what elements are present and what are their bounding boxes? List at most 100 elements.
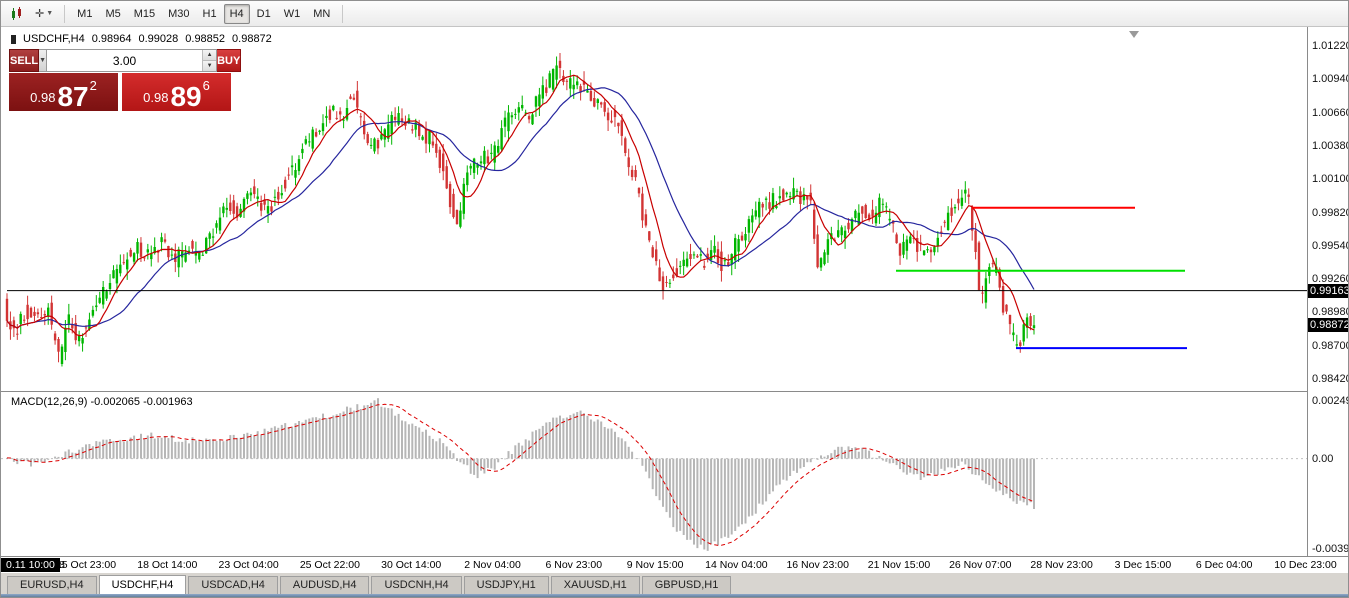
candle-body [383,129,386,140]
chart-shift-marker[interactable] [1129,31,1139,38]
candle-body [462,183,465,214]
candle-body [940,231,943,234]
timeframe-button-h4[interactable]: H4 [223,3,250,24]
candle-body [503,117,507,127]
price-axis-label: 1.00940 [1312,73,1349,86]
candle-body [850,219,854,232]
candle-body [551,69,555,90]
candle-body [661,276,665,291]
candle-body [953,207,957,209]
candle-body [445,166,448,189]
candle-body [184,252,187,262]
candle-body [232,200,235,214]
candle-body [861,206,864,214]
ma-slow-line[interactable] [6,87,1035,329]
candle-body [946,212,950,230]
chart-low-value: 0.98852 [185,33,226,45]
timeframe-button-w1[interactable]: W1 [283,7,301,20]
order-options-dropdown[interactable]: ▼ [39,49,48,72]
time-axis-label: 25 Oct 22:00 [299,559,360,571]
candle-body [960,197,964,206]
candle-body [167,246,170,258]
time-axis-label: 2 Nov 04:00 [464,559,521,571]
buy-button[interactable]: BUY [217,49,242,72]
chart-tab-audusd-h4[interactable]: AUDUSD,H4 [279,576,370,594]
candle-body [630,169,634,177]
candle-body [672,274,675,279]
volume-input[interactable] [47,50,203,71]
volume-increase-button[interactable]: ▲ [203,50,217,61]
candle-body [572,84,575,90]
candle-body [675,268,678,276]
buy-price-base: 0.98 [143,90,169,105]
candle-body [957,198,960,204]
candle-body [150,253,153,260]
candle-body [266,206,270,214]
candle-body [1008,314,1012,325]
sell-price-display[interactable]: 0.98 87 2 [9,73,118,111]
chart-tab-xauusd-h1[interactable]: XAUUSD,H1 [550,576,640,594]
chart-type-icon[interactable] [5,4,29,24]
chevron-down-icon[interactable]: ▼ [46,10,54,17]
chart-tab-usdcad-h4[interactable]: USDCAD,H4 [188,576,278,594]
price-axis[interactable]: 1.01220 1.00940 1.00660 1.00380 1.00100 0.998… [1307,27,1349,556]
ma-fast-line[interactable] [6,74,1035,337]
candle-body [644,214,648,226]
price-axis-label: 1.01220 [1312,40,1349,52]
candle-body [421,136,424,140]
time-axis-label: 10 Dec 23:00 [1274,559,1337,571]
sell-button[interactable]: SELL [9,49,40,72]
candle-body [139,242,143,257]
timeframe-button-m30[interactable]: M30 [168,7,190,20]
timeframe-button-d1[interactable]: D1 [256,7,271,20]
chart-tab-usdjpy-h1[interactable]: USDJPY,H1 [463,576,549,594]
candle-body [699,254,702,256]
timeframe-button-h1[interactable]: H1 [202,7,217,20]
macd-chart-canvas[interactable] [1,392,1307,556]
timeframe-button-mn[interactable]: MN [313,7,331,20]
timeframe-button-m1[interactable]: M1 [77,7,93,20]
price-axis-label: 0.99820 [1312,206,1349,219]
candle-body [452,193,455,218]
timeframe-button-m15[interactable]: M15 [133,7,156,20]
candle-body [208,233,211,239]
candle-body [898,243,902,256]
pane-divider[interactable] [1,391,1348,392]
candle-body [246,193,249,199]
candle-body [782,189,785,201]
chart-tab-usdchf-h4[interactable]: USDCHF,H4 [98,575,187,594]
candle-body [356,90,359,108]
candle-body [74,323,77,341]
trade-prices-row: 0.98 87 2 0.98 89 6 [9,73,231,111]
candle-body [565,80,569,82]
price-chart-canvas[interactable] [1,27,1307,391]
candle-body [19,313,22,324]
chart-tab-usdcnh-h4[interactable]: USDCNH,H4 [371,576,462,594]
candle-body [603,102,606,112]
toolbar-separator [342,4,344,23]
time-axis-label: 21 Nov 15:00 [867,559,931,571]
candle-body [359,116,362,118]
candle-body [235,206,239,218]
candle-body [1005,304,1008,312]
chart-tab-gbpusd-h1[interactable]: GBPUSD,H1 [641,576,732,594]
chart-tab-eurusd-h4[interactable]: EURUSD,H4 [7,576,97,594]
candle-body [483,150,486,165]
candle-body [720,251,723,271]
candle-body [517,107,520,113]
candle-body [163,239,167,242]
cursor-tool-icon[interactable]: ✛ ▼ [35,8,54,20]
candle-body [847,222,850,230]
candle-body [472,158,476,173]
time-axis[interactable]: 0.11 10:00 8 15 Oct 23:00 18 Oct 14:00 23 … [1,556,1348,573]
candle-body [280,193,283,196]
buy-price-display[interactable]: 0.98 89 6 [122,73,231,111]
volume-decrease-button[interactable]: ▼ [203,61,217,71]
candle-body [126,259,129,270]
macd-histogram [6,398,1035,551]
candle-body [304,139,307,144]
timeframe-button-m5[interactable]: M5 [105,7,121,20]
candle-body [390,115,393,135]
chart-symbol-label: USDCHF,H4 [23,33,85,45]
